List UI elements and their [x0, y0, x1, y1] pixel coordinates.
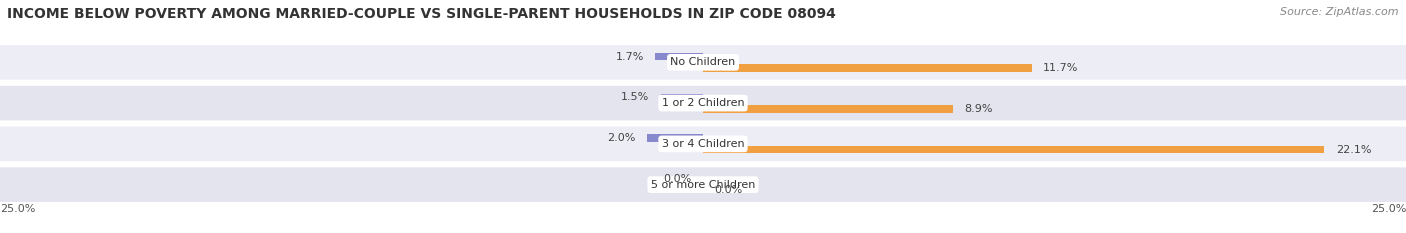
Bar [661, 93, 703, 101]
Text: 1.5%: 1.5% [621, 93, 650, 102]
Text: 3 or 4 Children: 3 or 4 Children [662, 139, 744, 149]
Bar [703, 105, 953, 113]
Text: 8.9%: 8.9% [965, 104, 993, 114]
Text: 25.0%: 25.0% [1371, 204, 1406, 214]
FancyBboxPatch shape [0, 126, 1406, 162]
FancyBboxPatch shape [0, 85, 1406, 121]
Text: 2.0%: 2.0% [607, 133, 636, 143]
Text: 22.1%: 22.1% [1336, 145, 1371, 154]
Text: 0.0%: 0.0% [664, 174, 692, 184]
FancyBboxPatch shape [0, 166, 1406, 203]
FancyBboxPatch shape [0, 44, 1406, 81]
Text: Source: ZipAtlas.com: Source: ZipAtlas.com [1281, 7, 1399, 17]
Bar [703, 146, 1324, 154]
Bar [655, 53, 703, 61]
Text: 11.7%: 11.7% [1043, 63, 1078, 73]
Text: 5 or more Children: 5 or more Children [651, 180, 755, 190]
Text: No Children: No Children [671, 57, 735, 67]
Bar [703, 64, 1032, 72]
Text: 1 or 2 Children: 1 or 2 Children [662, 98, 744, 108]
Text: 25.0%: 25.0% [0, 204, 35, 214]
Text: 1.7%: 1.7% [616, 52, 644, 62]
Text: INCOME BELOW POVERTY AMONG MARRIED-COUPLE VS SINGLE-PARENT HOUSEHOLDS IN ZIP COD: INCOME BELOW POVERTY AMONG MARRIED-COUPL… [7, 7, 837, 21]
Bar [647, 134, 703, 142]
Text: 0.0%: 0.0% [714, 185, 742, 195]
